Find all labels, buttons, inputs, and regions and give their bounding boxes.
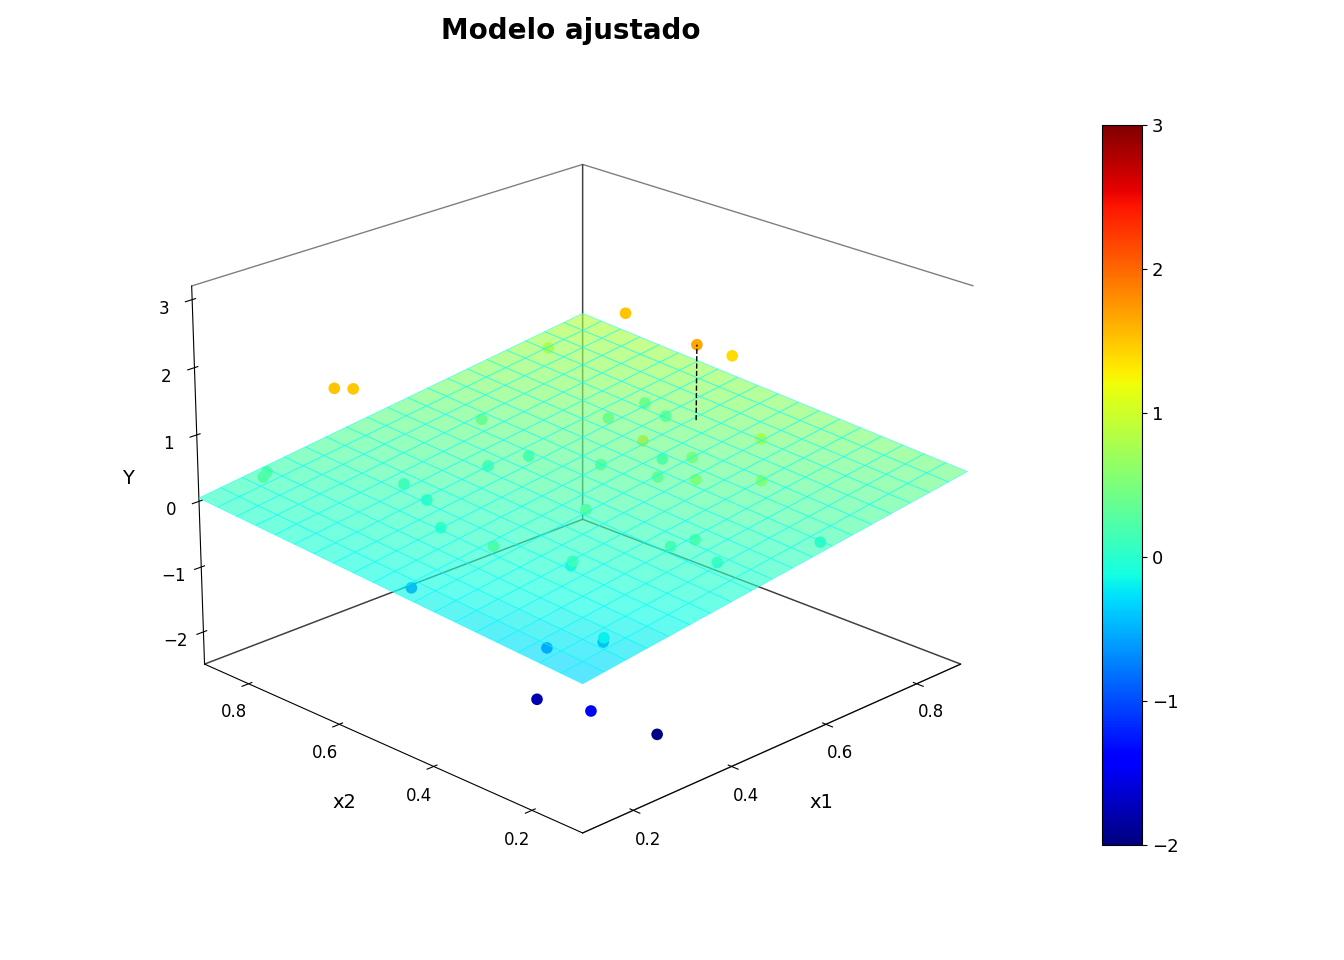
- X-axis label: x1: x1: [809, 793, 833, 812]
- Y-axis label: x2: x2: [332, 793, 356, 812]
- Title: Modelo ajustado: Modelo ajustado: [441, 17, 702, 45]
